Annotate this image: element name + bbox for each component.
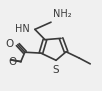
Text: O: O bbox=[6, 39, 14, 49]
Text: S: S bbox=[53, 65, 59, 75]
Text: O: O bbox=[9, 57, 17, 67]
Text: NH₂: NH₂ bbox=[53, 9, 72, 19]
Text: HN: HN bbox=[15, 24, 30, 34]
